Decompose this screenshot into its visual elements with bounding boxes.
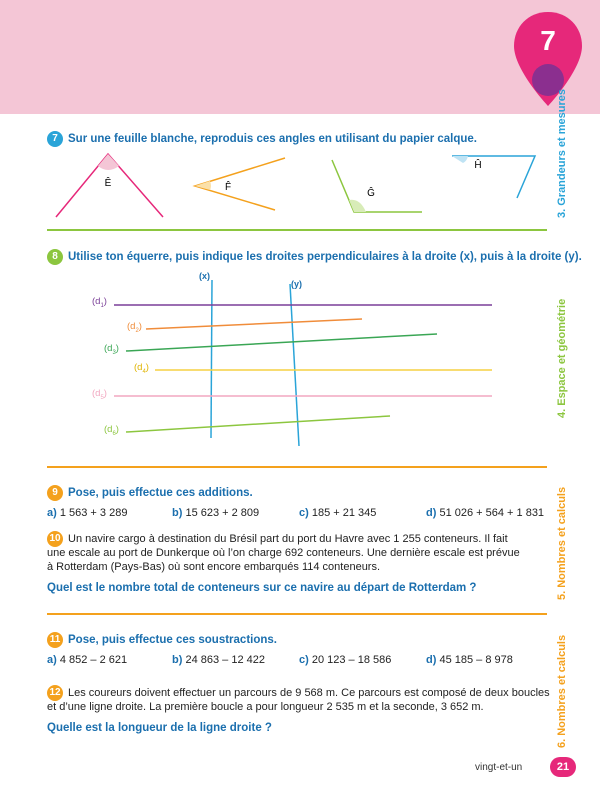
- angle-h-lines: [452, 155, 537, 199]
- line-d6-label: (d6): [104, 424, 119, 437]
- ex11-op-a: a) 4 852 – 2 621: [47, 654, 128, 666]
- angle-e-label: Ê: [105, 176, 112, 189]
- exercise-11-number: 11: [47, 632, 63, 648]
- chapter-number: 7: [540, 25, 556, 56]
- exercise-12-number: 12: [47, 685, 63, 701]
- line-x: [210, 279, 213, 439]
- line-d3-label: (d3): [104, 343, 119, 356]
- line-d1-label: (d1): [92, 296, 107, 309]
- ex11-op-d: d) 45 185 – 8 978: [426, 654, 513, 666]
- ex9-op-c: c) 185 + 21 345: [299, 507, 377, 519]
- exercise-9-title: Pose, puis effectue ces additions.: [68, 487, 253, 499]
- angle-h-arc: [452, 156, 468, 163]
- angle-g-arc: [349, 199, 366, 212]
- page-number: 21: [550, 757, 576, 777]
- footer-page-words: vingt-et-un: [475, 762, 523, 773]
- line-d3: [125, 333, 438, 352]
- separator-2: [47, 466, 547, 468]
- side-label-grandeurs: 3. Grandeurs et mesures: [556, 88, 568, 218]
- exercise-8-number: 8: [47, 249, 63, 265]
- ex9-op-a: a) 1 563 + 3 289: [47, 507, 128, 519]
- lines-figure: [114, 279, 492, 447]
- exercise-7-number: 7: [47, 131, 63, 147]
- line-d5-label: (d5): [92, 388, 107, 401]
- angle-f-label: F̂: [225, 179, 231, 193]
- side-label-nombres-5: 5. Nombres et calculs: [556, 486, 568, 600]
- angles-figure: Ê F̂ Ĝ Ĥ: [55, 152, 537, 218]
- side-label-espace: 4. Espace et géométrie: [556, 298, 568, 418]
- exercise-10-number: 10: [47, 531, 63, 547]
- exercise-9-number: 9: [47, 485, 63, 501]
- side-label-nombres-6: 6. Nombres et calculs: [556, 634, 568, 748]
- chapter-badge: 7: [514, 12, 582, 106]
- angle-g-label: Ĝ: [367, 186, 375, 199]
- ex10-question: Quel est le nombre total de conteneurs s…: [47, 582, 477, 594]
- ex9-op-b: b) 15 623 + 2 809: [172, 507, 260, 519]
- line-d2-label: (d2): [127, 321, 142, 334]
- angle-g-lines: [331, 159, 422, 213]
- line-d2: [145, 318, 363, 330]
- angle-h-label: Ĥ: [474, 158, 481, 171]
- line-d4-label: (d4): [134, 362, 149, 375]
- exercise-11-title: Pose, puis effectue ces soustractions.: [68, 634, 277, 646]
- ex10-line-2: une escale au port de Dunkerque où l’on …: [47, 547, 520, 559]
- ex10-line-1: Un navire cargo à destination du Brésil …: [68, 533, 508, 545]
- exercise-7-title: Sur une feuille blanche, reproduis ces a…: [68, 133, 477, 145]
- separator-1: [47, 229, 547, 231]
- line-d6: [125, 415, 391, 433]
- ex9-op-d: d) 51 026 + 564 + 1 831: [426, 507, 545, 519]
- ex12-line-1: Les coureurs doivent effectuer un parcou…: [68, 687, 550, 699]
- angle-e-arc: [98, 154, 119, 170]
- ex12-question: Quelle est la longueur de la ligne droit…: [47, 722, 272, 734]
- axis-y-label: (y): [291, 279, 302, 289]
- ex10-line-3: à Rotterdam (Pays-Bas) où sont encore em…: [47, 561, 381, 573]
- axis-x-label: (x): [199, 271, 210, 281]
- ex11-op-c: c) 20 123 – 18 586: [299, 654, 392, 666]
- angle-f-arc: [195, 181, 211, 190]
- ex12-line-2: et d’une ligne droite. La première boucl…: [47, 701, 484, 713]
- header-band: [0, 0, 600, 114]
- line-y: [289, 283, 300, 447]
- exercise-8-title: Utilise ton équerre, puis indique les dr…: [68, 251, 582, 263]
- separator-3: [47, 613, 547, 615]
- ex11-op-b: b) 24 863 – 12 422: [172, 654, 265, 666]
